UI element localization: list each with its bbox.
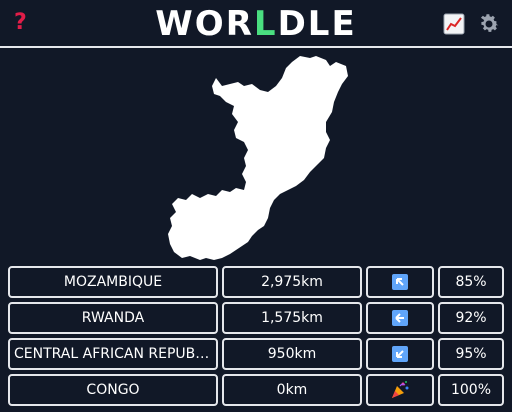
header-bar: ? WORLDLE <box>0 0 512 48</box>
arrow-down-left-icon <box>392 346 408 362</box>
guess-proximity: 95% <box>438 338 504 370</box>
guess-country-label: CENTRAL AFRICAN REPUBLIC <box>14 346 212 362</box>
title-part-right: DLE <box>277 4 357 44</box>
guess-row: CONGO 0km 100% <box>8 374 504 410</box>
guess-direction <box>366 302 434 334</box>
guess-proximity: 100% <box>438 374 504 406</box>
guess-distance: 2,975km <box>222 266 362 298</box>
guess-country: CONGO <box>8 374 218 406</box>
gear-icon[interactable] <box>477 12 501 36</box>
guess-proximity: 92% <box>438 302 504 334</box>
guess-distance: 1,575km <box>222 302 362 334</box>
title-part-accent: L <box>253 4 278 44</box>
chart-icon[interactable] <box>443 13 465 35</box>
guess-distance: 950km <box>222 338 362 370</box>
guess-country-label: MOZAMBIQUE <box>63 274 163 290</box>
guess-proximity: 85% <box>438 266 504 298</box>
guess-direction <box>366 266 434 298</box>
arrow-left-icon <box>392 310 408 326</box>
guess-country-label: CONGO <box>86 382 140 398</box>
question-mark-icon[interactable]: ? <box>14 10 27 35</box>
page-title: WORLDLE <box>0 4 512 44</box>
title-part-left: WOR <box>155 4 254 44</box>
guess-row: MOZAMBIQUE 2,975km 85% <box>8 266 504 302</box>
guess-direction <box>366 374 434 406</box>
guess-country-label: RWANDA <box>81 310 145 326</box>
guess-country: MOZAMBIQUE <box>8 266 218 298</box>
guess-row: CENTRAL AFRICAN REPUBLIC 950km 95% <box>8 338 504 374</box>
guess-row: RWANDA 1,575km 92% <box>8 302 504 338</box>
arrow-up-left-icon <box>392 274 408 290</box>
guess-direction <box>366 338 434 370</box>
guess-country: RWANDA <box>8 302 218 334</box>
guess-distance: 0km <box>222 374 362 406</box>
guess-country: CENTRAL AFRICAN REPUBLIC <box>8 338 218 370</box>
party-popper-icon <box>390 380 410 400</box>
country-silhouette <box>160 54 360 264</box>
guess-list: MOZAMBIQUE 2,975km 85% RWANDA 1,575km 92… <box>8 266 504 410</box>
